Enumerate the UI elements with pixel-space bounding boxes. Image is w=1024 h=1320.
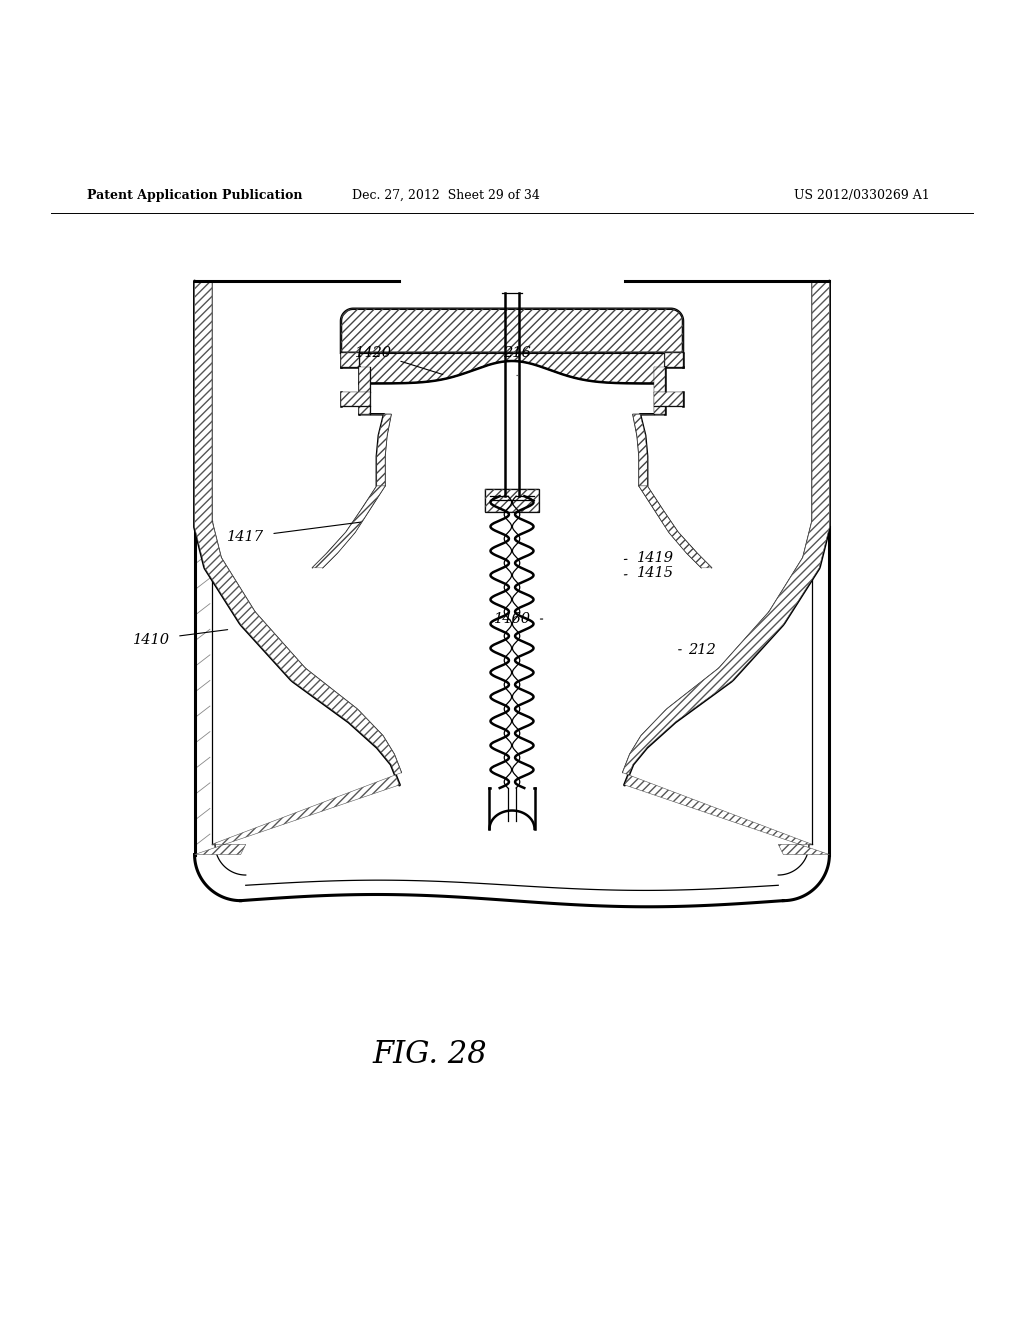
Text: 216: 216 — [503, 346, 531, 360]
Polygon shape — [654, 367, 665, 414]
Polygon shape — [639, 486, 712, 568]
Polygon shape — [633, 414, 665, 486]
Text: 212: 212 — [687, 643, 716, 657]
Polygon shape — [665, 352, 683, 367]
Polygon shape — [485, 490, 539, 512]
Text: 1415: 1415 — [637, 566, 674, 579]
Text: 1419: 1419 — [637, 550, 674, 565]
Polygon shape — [312, 486, 385, 568]
Polygon shape — [195, 281, 401, 854]
Text: 1420: 1420 — [355, 346, 392, 360]
Polygon shape — [341, 309, 683, 352]
Text: Patent Application Publication: Patent Application Publication — [87, 189, 302, 202]
Text: FIG. 28: FIG. 28 — [373, 1039, 487, 1069]
Text: 1460: 1460 — [494, 612, 530, 626]
Polygon shape — [359, 352, 665, 384]
Polygon shape — [359, 367, 370, 414]
Text: 1417: 1417 — [227, 531, 264, 544]
Polygon shape — [623, 281, 829, 854]
Polygon shape — [341, 392, 370, 407]
Polygon shape — [341, 352, 359, 367]
Text: 1410: 1410 — [133, 632, 170, 647]
Polygon shape — [359, 414, 391, 486]
Polygon shape — [654, 392, 683, 407]
Text: US 2012/0330269 A1: US 2012/0330269 A1 — [794, 189, 930, 202]
Text: Dec. 27, 2012  Sheet 29 of 34: Dec. 27, 2012 Sheet 29 of 34 — [351, 189, 540, 202]
